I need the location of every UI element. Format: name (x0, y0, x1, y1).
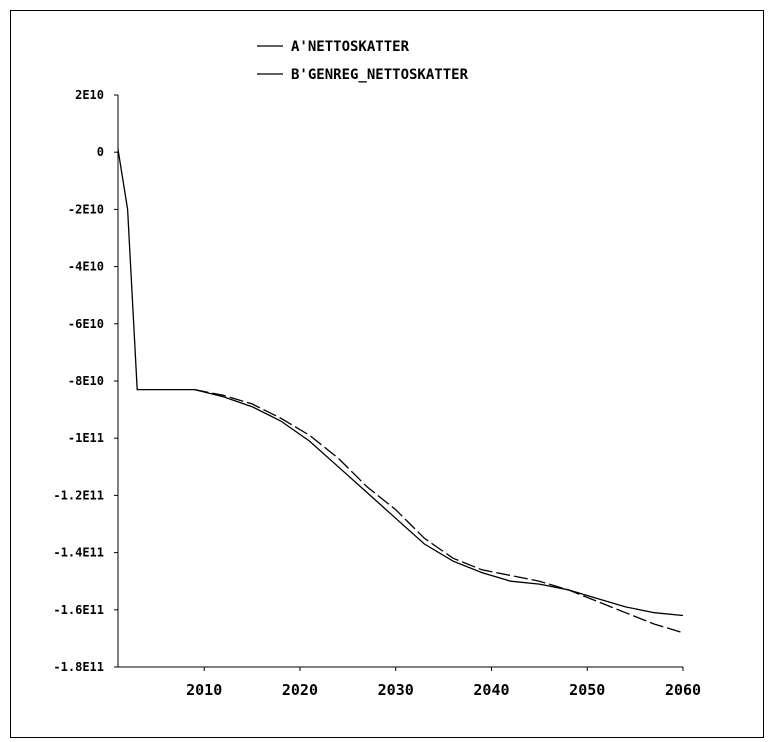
series-line-a (117, 149, 684, 617)
legend-label: A'NETTOSKATTER (291, 39, 410, 55)
x-tick-label: 2060 (665, 681, 701, 699)
y-tick-label: 0 (97, 145, 104, 159)
y-tick-label: -1.6E11 (53, 603, 104, 617)
series-lines (117, 149, 684, 634)
y-axis-ticks: 2E10 0 -2E10 -4E10 -6E10 -8E10 -1E11 -1.2E11 -1.… (53, 88, 118, 674)
y-tick-label: -2E10 (68, 202, 104, 216)
x-tick-label: 2050 (569, 681, 605, 699)
y-tick-label: -1.4E11 (53, 546, 104, 560)
y-tick-label: -4E10 (68, 260, 104, 274)
x-tick-label: 2030 (378, 681, 414, 699)
y-tick-label: 2E10 (75, 88, 104, 102)
axes (117, 95, 683, 668)
x-tick-label: 2020 (282, 681, 318, 699)
legend: A'NETTOSKATTER B'GENREG_NETTOSKATTER (257, 39, 469, 83)
y-tick-label: -1E11 (68, 431, 104, 445)
y-tick-label: -1.2E11 (53, 488, 104, 502)
y-tick-label: -6E10 (68, 317, 104, 331)
x-axis-ticks: 2010 2020 2030 2040 2050 2060 (186, 667, 701, 699)
chart-frame (10, 10, 764, 738)
x-tick-label: 2040 (473, 681, 509, 699)
x-tick-label: 2010 (186, 681, 222, 699)
legend-label: B'GENREG_NETTOSKATTER (291, 67, 469, 83)
y-tick-label: -1.8E11 (53, 660, 104, 674)
y-tick-label: -8E10 (68, 374, 104, 388)
series-line-b (194, 388, 684, 634)
